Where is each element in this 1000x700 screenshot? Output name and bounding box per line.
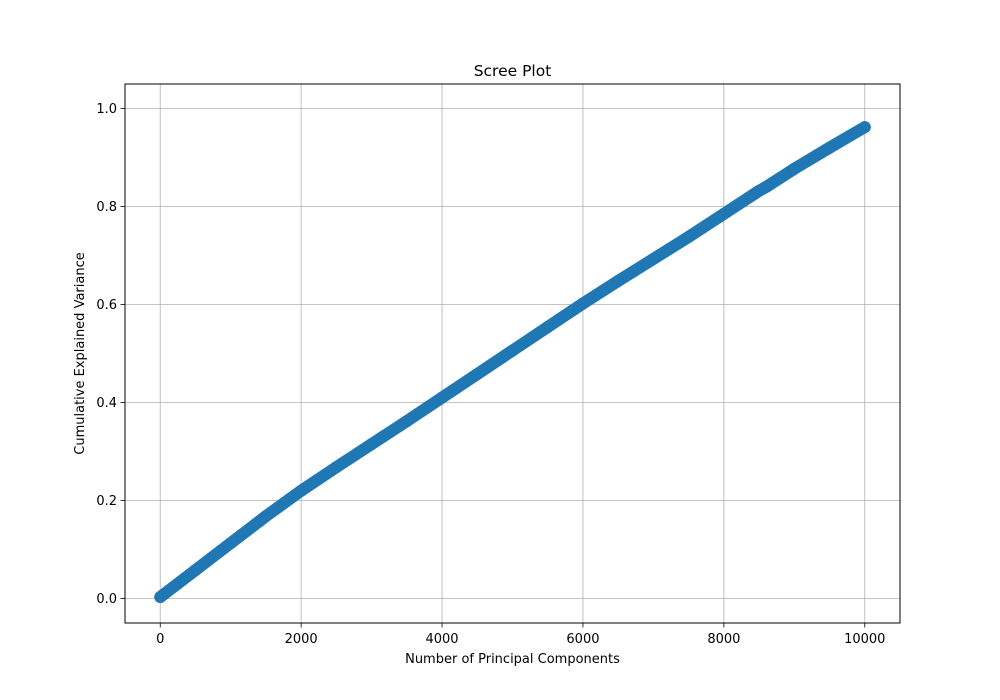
data-point <box>612 274 625 287</box>
grid <box>125 84 900 623</box>
data-point <box>154 591 167 604</box>
y-tick-label: 0.6 <box>96 298 117 313</box>
data-point <box>400 415 413 428</box>
x-axis-label: Number of Principal Components <box>405 652 620 667</box>
data-point <box>541 321 554 334</box>
data-point <box>788 162 801 175</box>
data-point <box>682 230 695 243</box>
x-tick-label: 6000 <box>566 632 599 647</box>
data-point <box>471 368 484 381</box>
x-tick-label: 2000 <box>285 632 318 647</box>
data-point <box>576 297 589 310</box>
y-axis-ticks: 0.0 0.2 0.4 0.6 0.8 1.0 <box>96 102 125 607</box>
x-tick-label: 8000 <box>707 632 740 647</box>
chart-title: Scree Plot <box>474 62 552 80</box>
x-axis-ticks: 0 2000 4000 6000 8000 10000 <box>156 623 885 647</box>
data-series-layer <box>154 121 871 604</box>
plot-area-frame <box>124 83 901 624</box>
x-tick-label: 10000 <box>844 632 885 647</box>
data-point <box>259 510 272 523</box>
x-tick-label: 4000 <box>425 632 458 647</box>
x-tick-label: 0 <box>156 632 164 647</box>
data-point <box>224 537 237 550</box>
data-point <box>858 121 871 134</box>
y-tick-label: 1.0 <box>96 102 117 117</box>
data-point <box>295 484 308 497</box>
data-point <box>189 564 202 577</box>
data-point <box>365 438 378 451</box>
data-point <box>506 344 519 357</box>
y-tick-label: 0.8 <box>96 200 117 215</box>
y-tick-label: 0.0 <box>96 592 117 607</box>
y-axis-label: Cumulative Explained Variance <box>73 252 88 454</box>
data-point <box>717 207 730 220</box>
y-tick-label: 0.2 <box>96 494 117 509</box>
data-point <box>436 391 449 404</box>
data-point <box>647 252 660 265</box>
data-point <box>760 180 773 193</box>
data-point <box>330 461 343 474</box>
y-tick-label: 0.4 <box>96 396 117 411</box>
data-point <box>823 141 836 154</box>
